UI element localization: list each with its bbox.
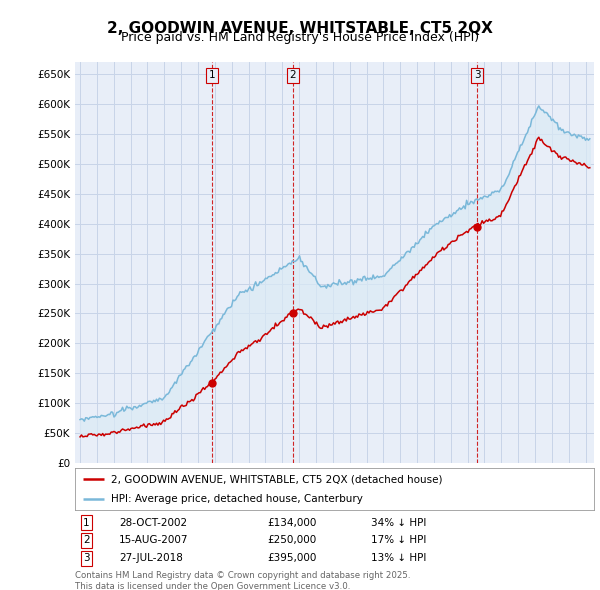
Text: 2: 2	[83, 536, 90, 545]
Text: £250,000: £250,000	[267, 536, 316, 545]
Text: 2: 2	[289, 70, 296, 80]
Text: £134,000: £134,000	[267, 517, 316, 527]
Text: 3: 3	[83, 553, 90, 563]
Text: 13% ↓ HPI: 13% ↓ HPI	[371, 553, 426, 563]
Text: Price paid vs. HM Land Registry's House Price Index (HPI): Price paid vs. HM Land Registry's House …	[121, 31, 479, 44]
Text: 1: 1	[209, 70, 215, 80]
Text: 15-AUG-2007: 15-AUG-2007	[119, 536, 188, 545]
Text: 17% ↓ HPI: 17% ↓ HPI	[371, 536, 426, 545]
Text: 34% ↓ HPI: 34% ↓ HPI	[371, 517, 426, 527]
Text: 1: 1	[83, 517, 90, 527]
Text: 27-JUL-2018: 27-JUL-2018	[119, 553, 183, 563]
Text: 2, GOODWIN AVENUE, WHITSTABLE, CT5 2QX (detached house): 2, GOODWIN AVENUE, WHITSTABLE, CT5 2QX (…	[112, 474, 443, 484]
Text: 3: 3	[474, 70, 481, 80]
Text: £395,000: £395,000	[267, 553, 316, 563]
Text: HPI: Average price, detached house, Canterbury: HPI: Average price, detached house, Cant…	[112, 494, 363, 504]
Text: Contains HM Land Registry data © Crown copyright and database right 2025.
This d: Contains HM Land Registry data © Crown c…	[75, 571, 410, 590]
Text: 2, GOODWIN AVENUE, WHITSTABLE, CT5 2QX: 2, GOODWIN AVENUE, WHITSTABLE, CT5 2QX	[107, 21, 493, 35]
Text: 28-OCT-2002: 28-OCT-2002	[119, 517, 187, 527]
